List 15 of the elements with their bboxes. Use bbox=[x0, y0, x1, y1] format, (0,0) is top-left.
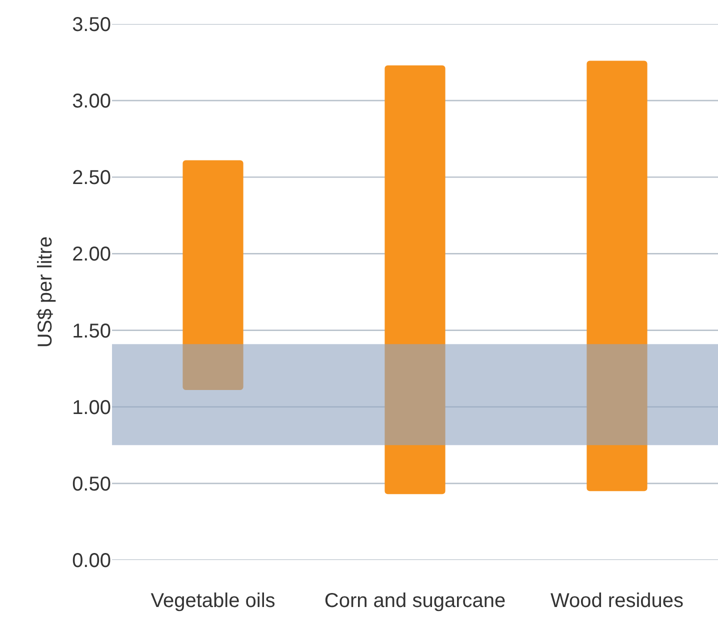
bar bbox=[182, 160, 244, 390]
y-tick-label: 1.00 bbox=[72, 396, 111, 419]
y-tick-label: 2.50 bbox=[72, 167, 111, 190]
x-tick-label: Corn and sugarcane bbox=[324, 590, 506, 612]
bar bbox=[586, 60, 648, 492]
y-tick-label: 3.50 bbox=[72, 14, 111, 36]
y-tick-label: 3.00 bbox=[72, 90, 111, 113]
y-axis-title: US$ per litre bbox=[34, 236, 57, 348]
y-tick-label: 0.50 bbox=[72, 473, 111, 496]
y-tick-label: 0.00 bbox=[72, 550, 111, 572]
y-tick-label: 1.50 bbox=[72, 320, 111, 342]
x-tick-label: Wood residues bbox=[550, 590, 684, 612]
x-tick-label: Vegetable oils bbox=[150, 590, 276, 612]
y-tick-label: 2.00 bbox=[72, 244, 111, 266]
bar bbox=[384, 65, 446, 494]
